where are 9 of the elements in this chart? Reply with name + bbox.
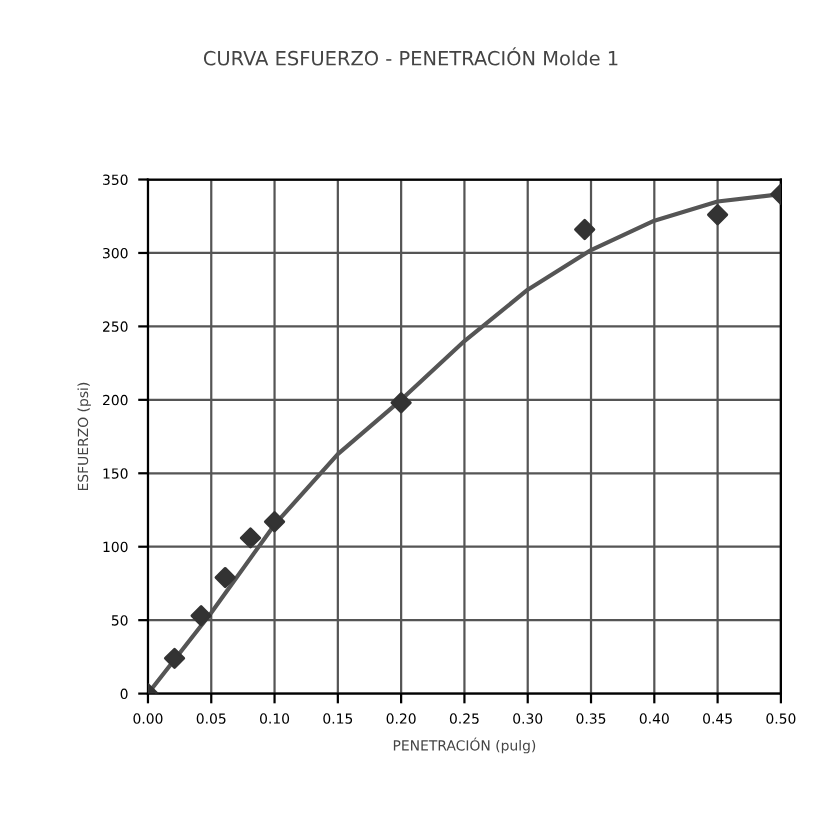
point [239, 527, 262, 549]
chart-title: CURVA ESFUERZO - PENETRACIÓN Molde 1 [203, 47, 618, 66]
point [163, 647, 186, 669]
point [574, 218, 596, 241]
point [390, 392, 412, 414]
point [707, 204, 729, 226]
point [263, 511, 286, 533]
point [214, 566, 236, 589]
point [190, 605, 212, 627]
